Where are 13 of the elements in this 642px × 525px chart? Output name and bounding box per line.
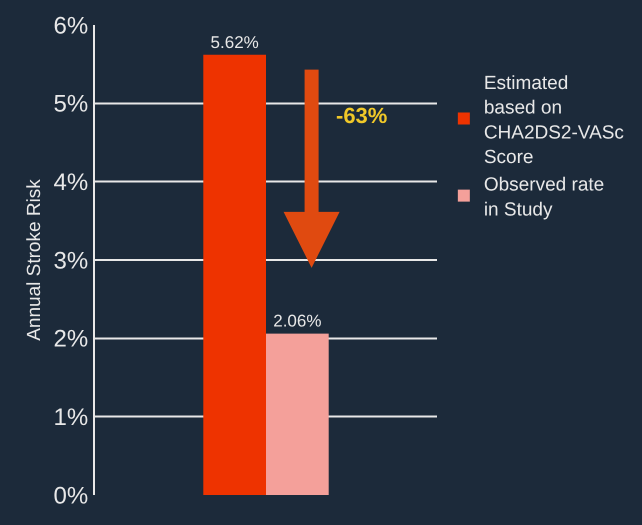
y-tick-label: 2% bbox=[54, 326, 88, 353]
data-label: 5.62% bbox=[210, 32, 259, 52]
legend-label: Observed rate in Study bbox=[484, 174, 604, 220]
y-tick-label: 3% bbox=[54, 247, 88, 274]
y-axis-title: Annual Stroke Risk bbox=[24, 178, 45, 341]
y-tick-label: 6% bbox=[54, 12, 88, 40]
legend-label: Estimated based on CHA2DS2-VASc Score bbox=[484, 72, 624, 168]
y-tick-label: 5% bbox=[54, 90, 88, 118]
y-tick-label: 1% bbox=[54, 404, 88, 432]
y-tick-label: 0% bbox=[54, 482, 88, 510]
data-label: 2.06% bbox=[273, 312, 322, 331]
annotation: -63% bbox=[336, 103, 388, 128]
y-tick-label: 4% bbox=[54, 169, 88, 196]
